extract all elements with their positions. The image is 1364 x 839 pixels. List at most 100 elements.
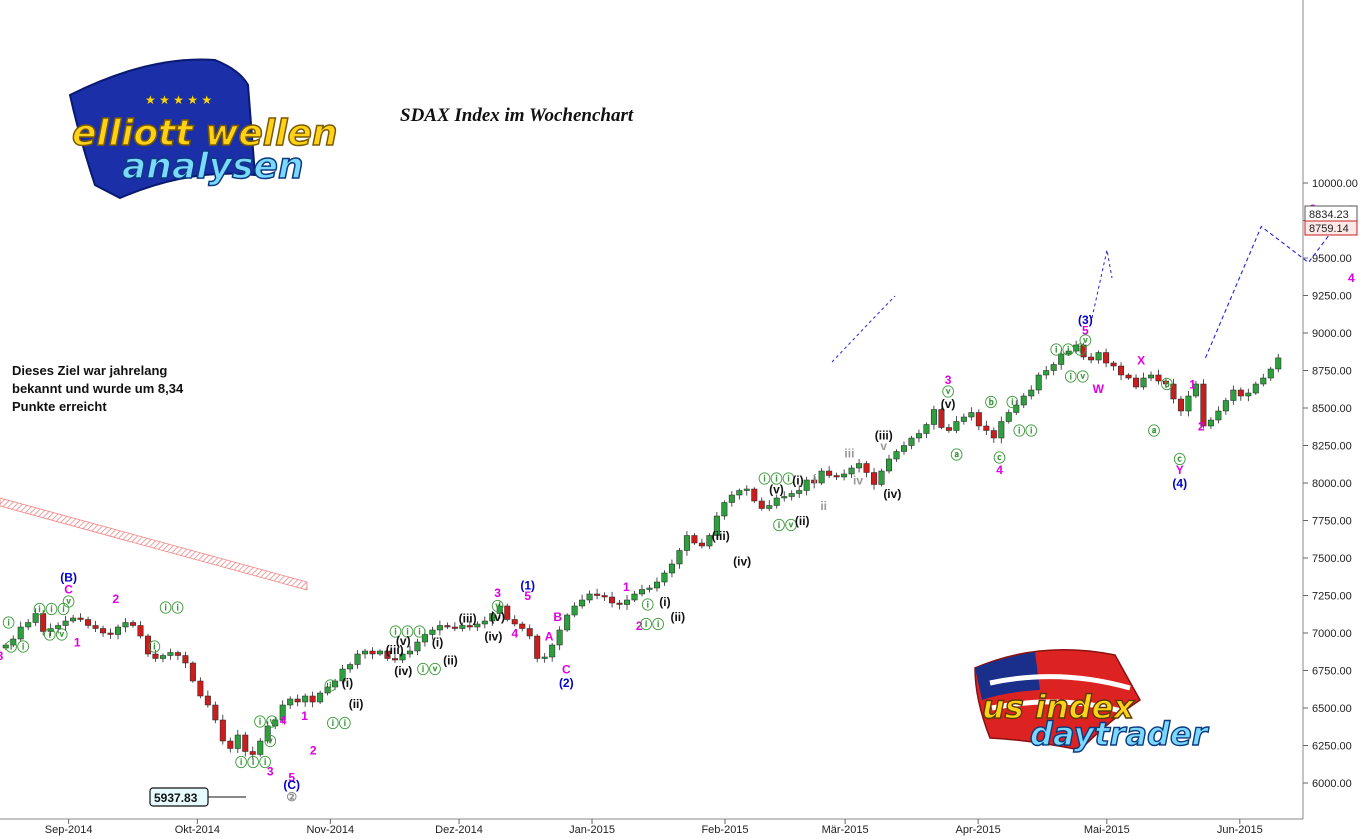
candle [1162,377,1169,389]
wave-label: ⓥ [1079,333,1091,348]
candle [287,696,294,709]
wave-label: (i) [659,595,670,609]
candle [55,622,62,634]
candle [594,588,601,600]
candle [721,500,728,520]
candle [167,648,174,660]
candle [414,638,421,656]
candle [900,441,907,455]
candle [519,621,526,632]
wave-label: 2 [112,592,119,606]
wave-label: ⓘⓘⓘ [1050,342,1086,357]
candle [908,435,915,450]
candle [85,616,92,629]
candle [339,664,346,685]
candle [1103,348,1110,368]
candle [144,633,151,657]
candle [616,599,623,610]
wave-label: ⓘⓘⓘ [390,624,426,639]
wave-label: ⓘⓥ [773,518,797,533]
candle [159,653,166,663]
candle [189,661,196,683]
y-tick-label: 9500.00 [1312,253,1352,265]
wave-label: i [813,472,816,486]
wave-label: ⓘⓘⓘ [758,471,794,486]
candle [1080,342,1087,360]
candle [758,497,765,511]
candle [556,626,563,651]
candle [706,533,713,549]
wave-label: (B) [60,570,77,584]
candle [586,590,593,604]
wave4-dashed-line [1091,249,1113,319]
wave-label: (ii) [443,654,458,668]
svg-text:8834.23: 8834.23 [1309,209,1349,221]
candle [953,416,960,434]
candle [391,653,398,663]
candle [1245,388,1252,402]
wave-label: ⓒ [1174,452,1186,467]
svg-text:5937.83: 5937.83 [154,791,198,805]
y-tick-label: 8250.00 [1312,441,1352,453]
wave-label: 1 [623,580,630,594]
wave-label: ⓘⓘ [327,716,351,731]
wave-label: W [1093,382,1105,396]
candle [915,429,922,443]
low-marker: 5937.83 [149,787,246,807]
svg-text:analysen: analysen [122,146,304,187]
candle [459,622,466,632]
candle [1073,340,1080,354]
candle [579,594,586,609]
candle [174,650,181,661]
candle [309,691,316,708]
candles [2,340,1282,760]
candle [1275,353,1282,373]
candle [17,621,24,642]
wave-iv-dashed-line [831,295,896,363]
candle [25,619,32,631]
wave-label: A [545,630,554,644]
x-tick-label: Sep-2014 [45,824,93,836]
candle [1125,373,1132,380]
candle [377,649,384,656]
candle [803,476,810,496]
candle [421,629,428,647]
candle [496,601,503,619]
candle [332,678,339,690]
candle [242,731,249,757]
candle [713,511,720,539]
wave-label: ② [286,790,297,804]
candle [2,643,9,650]
candle [841,469,848,481]
wave-label: 2 [636,619,643,633]
wave-label: Y [1176,463,1184,477]
wave-label: 5 [288,771,295,785]
candle [1177,395,1184,416]
candle [406,645,413,658]
wave-label: ⓘⓘ [640,617,664,632]
y-tick-label: 8000.00 [1312,478,1352,490]
wave-label: 2 [1198,420,1205,434]
candle [676,547,683,569]
candle [968,407,975,421]
y-tick-label: 6000.00 [1312,778,1352,790]
candle [781,491,788,502]
y-tick-label: 6500.00 [1312,703,1352,715]
projection [831,205,1352,363]
x-tick-label: Nov-2014 [306,824,354,836]
candle [1192,381,1199,399]
candle [1155,369,1162,385]
x-tick-label: Jun-2015 [1217,824,1263,836]
wave-label: (ii) [795,514,810,528]
candle [444,622,451,630]
candle [1005,409,1012,424]
candle [833,472,840,480]
candle [32,608,39,627]
candle [609,591,616,608]
second-price-badge: 8759.14 [1304,220,1358,236]
candle [1252,381,1259,395]
wave-label: ⓘⓘ [1013,423,1037,438]
candle [631,591,638,603]
candle [653,577,660,592]
candle [945,423,952,433]
